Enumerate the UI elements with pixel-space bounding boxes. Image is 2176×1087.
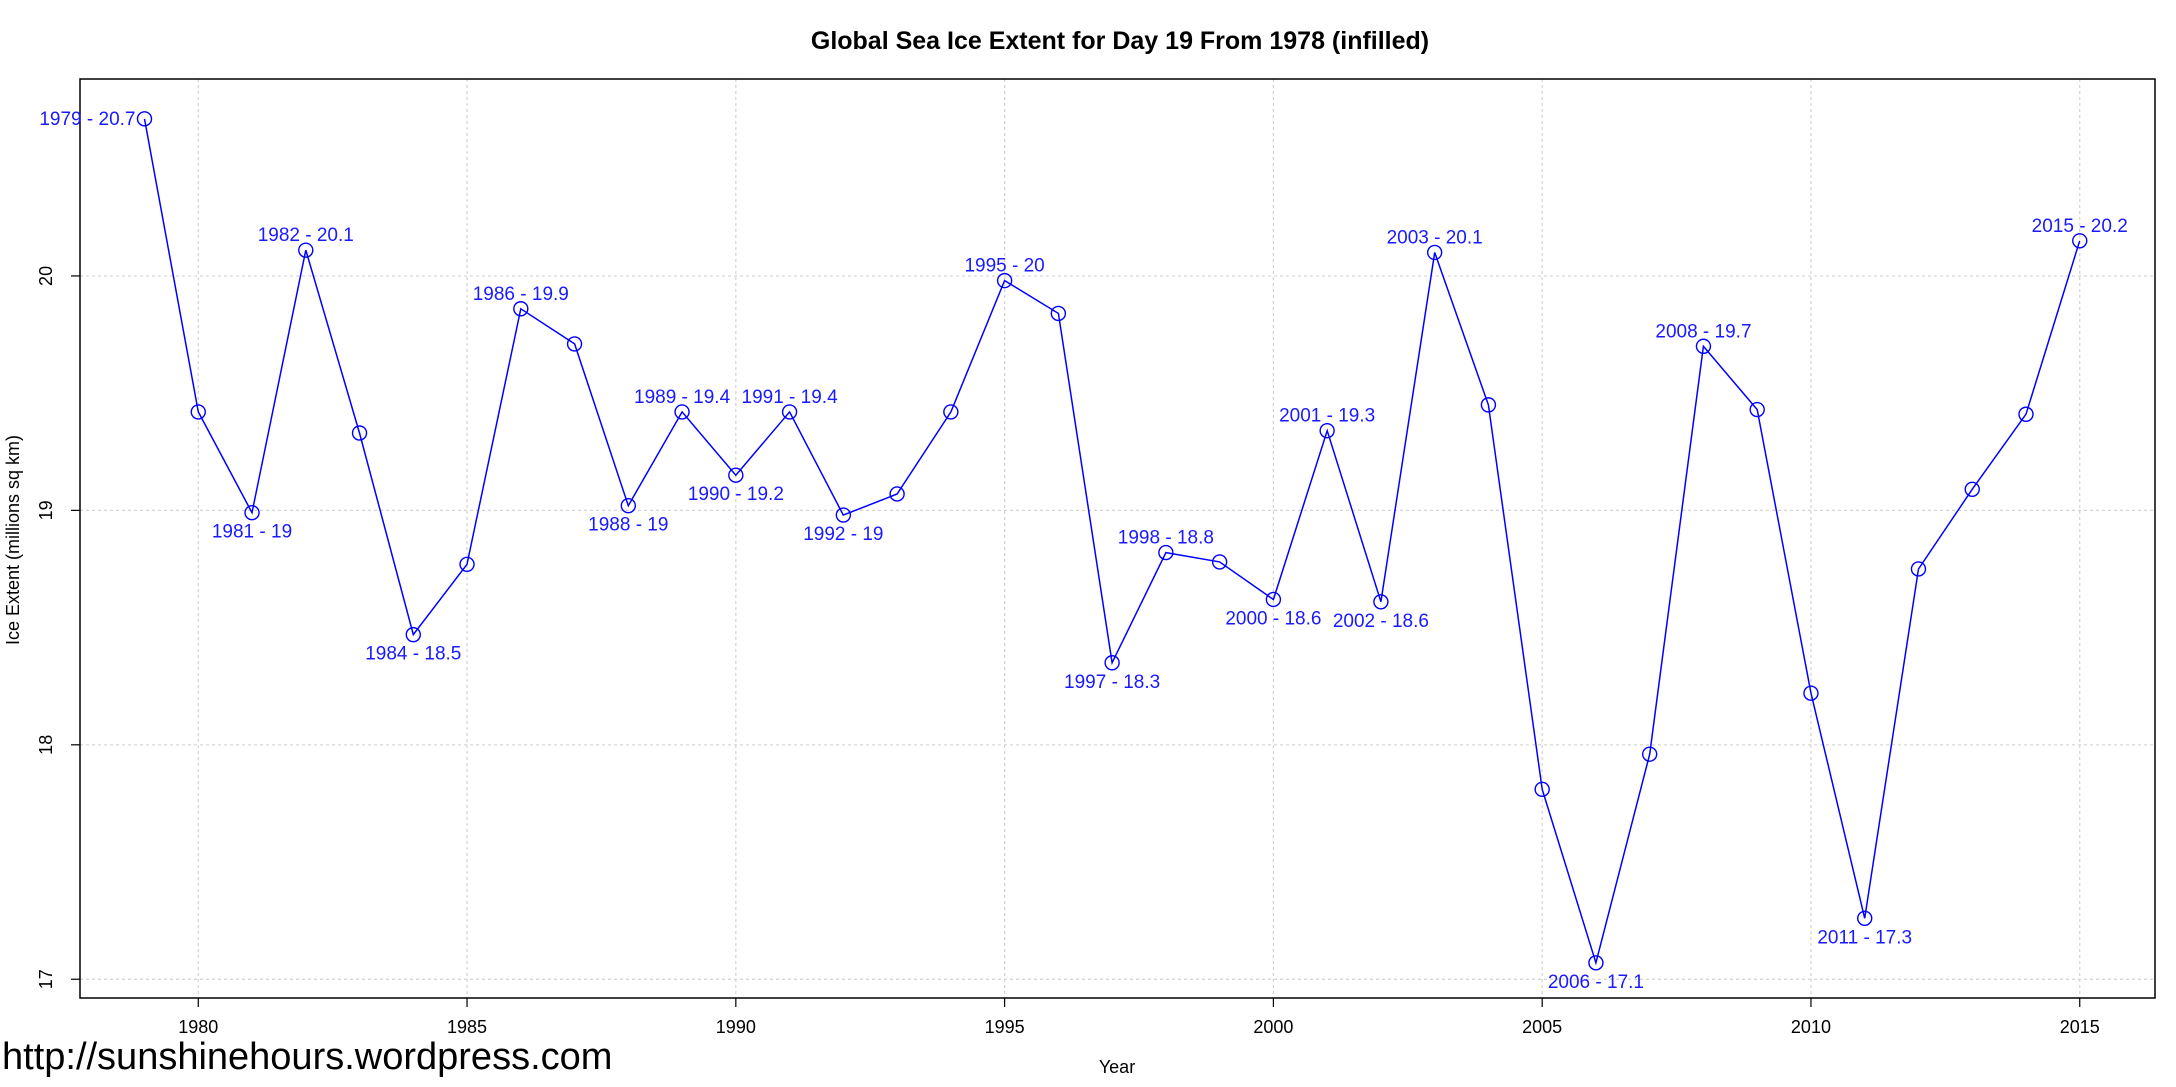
point-label: 1986 - 19.9 — [473, 284, 569, 305]
y-tick-label: 18 — [36, 735, 56, 755]
point-label: 1982 - 20.1 — [258, 225, 354, 246]
watermark: http://sunshinehours.wordpress.com — [2, 1036, 613, 1078]
data-point — [1534, 781, 1550, 798]
data-point — [298, 242, 314, 258]
chart-title: Global Sea Ice Extent for Day 19 From 19… — [811, 27, 1429, 55]
data-point — [1695, 338, 1712, 354]
x-tick-label: 1980 — [178, 1017, 218, 1037]
data-point — [674, 404, 690, 420]
data-point — [1265, 591, 1282, 608]
point-label: 1979 - 20.7 — [39, 109, 135, 130]
x-tick-label: 1990 — [716, 1017, 756, 1037]
data-point — [1910, 561, 1927, 577]
grid — [80, 79, 2155, 998]
point-label: 2001 - 19.3 — [1279, 406, 1375, 427]
point-label: 2006 - 17.1 — [1548, 972, 1644, 993]
point-label: 1992 - 19 — [803, 524, 883, 545]
series — [136, 111, 2088, 971]
data-point — [351, 425, 368, 441]
data-point — [996, 272, 1013, 289]
point-label: 2002 - 18.6 — [1333, 611, 1429, 632]
point-label: 1988 - 19 — [588, 515, 668, 536]
x-tick-label: 2005 — [1522, 1017, 1562, 1037]
data-point — [244, 505, 260, 521]
data-point — [1158, 544, 1174, 561]
data-point — [943, 404, 959, 420]
data-point — [1211, 554, 1228, 570]
point-label: 2000 - 18.6 — [1225, 608, 1321, 629]
y-axis-label: Ice Extent (millions sq km) — [3, 435, 23, 645]
plot-frame — [79, 78, 2156, 999]
data-point — [1373, 594, 1389, 610]
x-tick-label: 1995 — [985, 1017, 1025, 1037]
data-point — [513, 301, 529, 317]
data-point — [728, 467, 744, 483]
y-tick-label: 17 — [36, 969, 56, 989]
data-point — [1480, 397, 1497, 413]
data-point — [566, 336, 583, 352]
x-tick-label: 2015 — [2060, 1017, 2100, 1037]
point-label: 1997 - 18.3 — [1064, 672, 1160, 693]
data-point — [2072, 233, 2088, 249]
data-point — [1857, 910, 1873, 926]
data-point — [1749, 401, 1765, 418]
point-label: 2011 - 17.3 — [1817, 927, 1912, 948]
data-point — [405, 626, 421, 643]
y-tick-label: 20 — [36, 266, 56, 286]
x-tick-label: 2000 — [1253, 1017, 1293, 1037]
x-tick-label: 1985 — [447, 1017, 487, 1037]
data-point — [1641, 746, 1658, 762]
data-point — [1319, 422, 1335, 439]
data-point — [1426, 244, 1443, 261]
axes: 1980 1985 1990 1995 2000 2005 2010 2015 17 18 19 20 — [36, 78, 2156, 1037]
data-point — [781, 404, 798, 420]
x-axis-label: Year — [1099, 1057, 1135, 1077]
data-point — [1104, 655, 1120, 671]
data-point — [190, 404, 206, 420]
data-point — [620, 497, 637, 514]
point-label: 1989 - 19.4 — [634, 387, 731, 408]
x-tick-label: 2010 — [1791, 1017, 1831, 1037]
data-point — [889, 486, 905, 502]
point-labels: 1979 - 20.7 1981 - 19 1982 - 20.1 1984 - 18… — [39, 109, 2127, 993]
point-label: 1990 - 19.2 — [688, 484, 784, 505]
point-label: 2015 - 20.2 — [2032, 216, 2128, 237]
point-label: 2003 - 20.1 — [1387, 227, 1483, 248]
point-label: 1984 - 18.5 — [365, 644, 461, 665]
data-point — [835, 507, 852, 523]
series-line — [143, 118, 2081, 966]
point-label: 1995 - 20 — [964, 256, 1044, 277]
data-point — [1964, 481, 1980, 497]
data-point — [459, 556, 475, 572]
data-point — [1588, 955, 1604, 971]
data-point — [136, 111, 153, 127]
point-label: 1998 - 18.8 — [1118, 528, 1214, 549]
point-label: 1981 - 19 — [212, 522, 292, 543]
point-label: 1991 - 19.4 — [742, 387, 839, 408]
data-point — [1803, 685, 1819, 701]
data-point — [2018, 406, 2034, 422]
y-tick-label: 19 — [36, 500, 56, 520]
data-point — [1050, 305, 1067, 322]
point-label: 2008 - 19.7 — [1655, 321, 1751, 342]
